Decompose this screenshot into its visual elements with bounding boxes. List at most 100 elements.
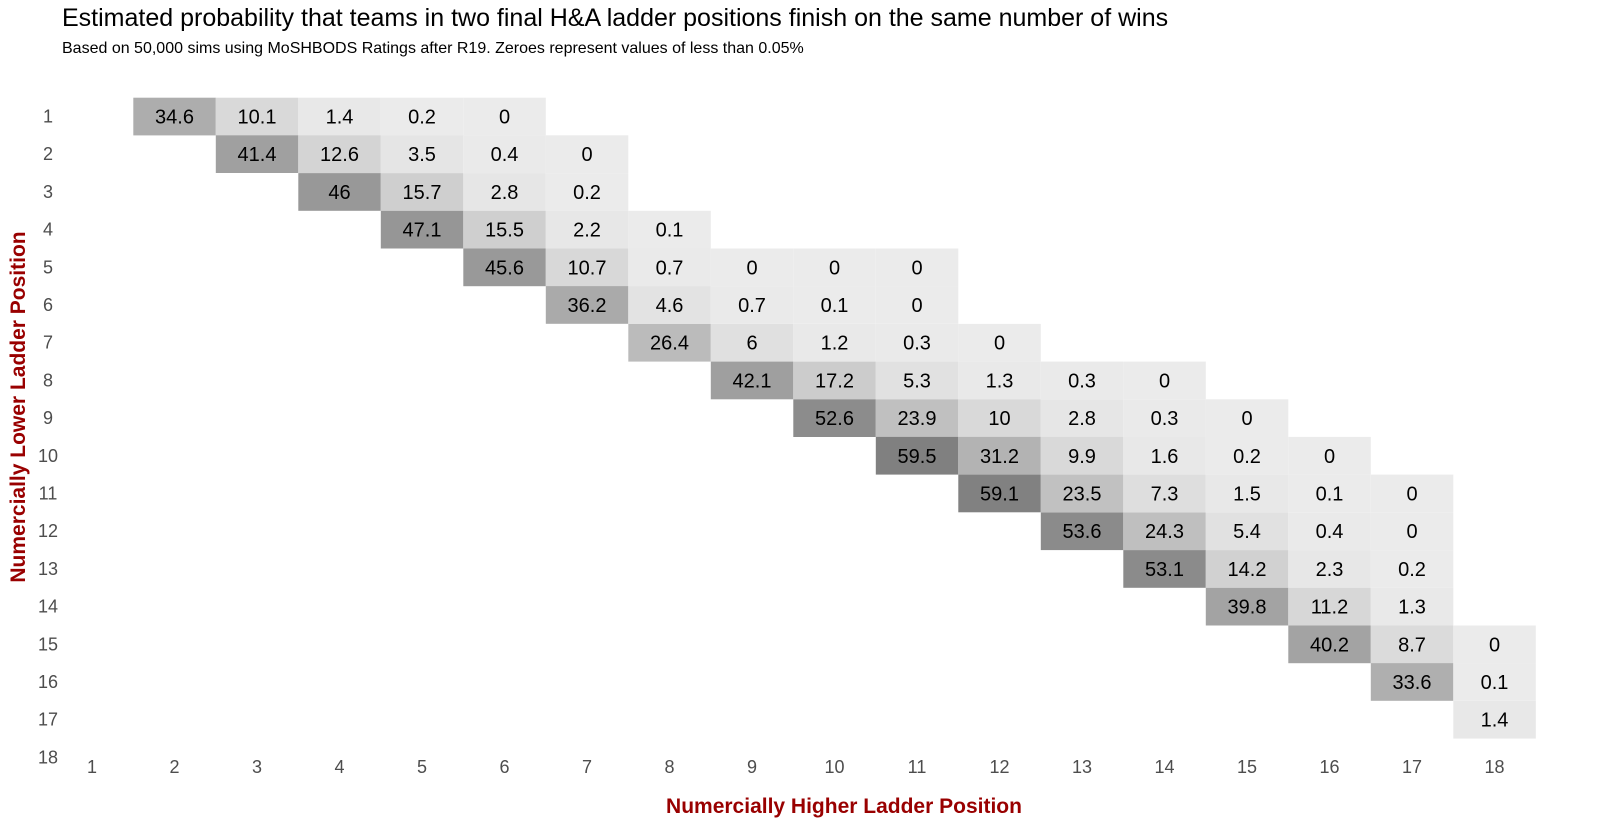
- cell-rect: [298, 173, 381, 211]
- cell-value-label: 12.6: [320, 144, 359, 166]
- cell-value-label: 11.2: [1311, 597, 1348, 619]
- cell-value-label: 0: [1241, 408, 1252, 430]
- x-tick-label: 8: [664, 757, 674, 777]
- cell-value-label: 2.3: [1316, 559, 1344, 581]
- heatmap-cell: 11.2: [1288, 587, 1371, 626]
- heatmap-cell: 0.2: [1205, 436, 1289, 475]
- heatmap-cell: 0: [875, 286, 959, 324]
- heatmap-cell: 53.1: [1123, 550, 1206, 588]
- cell-rect: [1123, 399, 1206, 437]
- cell-value-label: 6: [746, 333, 757, 355]
- cell-rect: [1205, 587, 1289, 626]
- cell-rect: [1453, 700, 1536, 739]
- cell-value-label: 1.2: [821, 333, 849, 355]
- cell-rect: [628, 286, 711, 324]
- heatmap-cell: 53.6: [1040, 512, 1124, 551]
- x-tick-label: 5: [417, 757, 427, 777]
- x-tick-label: 2: [169, 757, 179, 777]
- cell-rect: [1040, 361, 1124, 400]
- cell-value-label: 2.2: [573, 220, 601, 242]
- heatmap-cell: 2.3: [1288, 550, 1371, 588]
- cell-rect: [545, 135, 629, 173]
- cell-rect: [463, 135, 546, 173]
- cell-value-label: 0: [911, 295, 922, 317]
- heatmap-cell: 10.1: [215, 97, 299, 136]
- heatmap-cell: 36.2: [545, 286, 629, 324]
- y-tick-label: 2: [43, 144, 53, 164]
- cell-rect: [380, 210, 464, 249]
- heatmap-cell: 0.7: [710, 286, 794, 324]
- cell-rect: [793, 286, 876, 324]
- cell-value-label: 0: [994, 333, 1005, 355]
- cell-value-label: 41.4: [238, 144, 277, 166]
- heatmap-cell: 7.3: [1123, 474, 1206, 513]
- cell-value-label: 0: [1324, 446, 1335, 468]
- cell-rect: [1453, 625, 1536, 664]
- y-axis-label: Numercially Lower Ladder Position: [7, 231, 30, 583]
- heatmap-cell: 52.6: [793, 399, 876, 437]
- cell-value-label: 46: [328, 182, 350, 204]
- cell-rect: [710, 361, 794, 400]
- cell-rect: [215, 135, 299, 173]
- cell-rect: [380, 173, 464, 211]
- cell-rect: [793, 399, 876, 437]
- x-tick-label: 6: [499, 757, 509, 777]
- heatmap-cell: 0.1: [1288, 474, 1371, 513]
- heatmap-cell: 0.7: [628, 248, 711, 287]
- cell-value-label: 8.7: [1398, 634, 1426, 656]
- heatmap-cell: 45.6: [463, 248, 546, 287]
- heatmap-cell: 5.3: [875, 361, 959, 400]
- cell-value-label: 10: [988, 408, 1010, 430]
- cell-rect: [875, 323, 959, 362]
- cell-value-label: 1.4: [326, 107, 354, 129]
- chart-title: Estimated probability that teams in two …: [62, 4, 1169, 32]
- heatmap-cell: 46: [298, 173, 381, 211]
- cell-rect: [1288, 436, 1371, 475]
- cell-value-label: 0.7: [738, 295, 766, 317]
- cell-rect: [1370, 587, 1454, 626]
- y-tick-label: 1: [43, 107, 53, 127]
- cell-value-label: 7.3: [1151, 484, 1179, 506]
- heatmap-cell: 0.4: [463, 135, 546, 173]
- heatmap-cell: 59.1: [958, 474, 1041, 513]
- cell-rect: [1205, 512, 1289, 551]
- cell-value-label: 39.8: [1228, 597, 1267, 619]
- cell-value-label: 1.4: [1481, 710, 1509, 732]
- cell-value-label: 0: [911, 257, 922, 279]
- y-tick-label: 12: [38, 521, 58, 541]
- cell-value-label: 0.4: [491, 144, 519, 166]
- heatmap-cell: 2.8: [1040, 399, 1124, 437]
- cell-value-label: 0.2: [1398, 559, 1426, 581]
- y-tick-label: 10: [38, 446, 58, 466]
- heatmap-cell: 0.2: [1370, 550, 1454, 588]
- cell-value-label: 0: [829, 257, 840, 279]
- cell-value-label: 15.5: [485, 220, 524, 242]
- cell-rect: [1123, 436, 1206, 475]
- cell-rect: [298, 97, 381, 136]
- y-tick-label: 18: [38, 747, 58, 767]
- cell-rect: [710, 286, 794, 324]
- heatmap-cell: 14.2: [1205, 550, 1289, 588]
- heatmap-cell: 1.5: [1205, 474, 1289, 513]
- cell-value-label: 0.3: [903, 333, 931, 355]
- y-tick-label: 16: [38, 672, 58, 692]
- cell-rect: [545, 173, 629, 211]
- cell-value-label: 0: [499, 107, 510, 129]
- cell-rect: [380, 135, 464, 173]
- cell-rect: [1123, 474, 1206, 513]
- cell-rect: [958, 323, 1041, 362]
- cell-rect: [628, 210, 711, 249]
- cell-value-label: 0: [1159, 370, 1170, 392]
- cell-rect: [1205, 436, 1289, 475]
- heatmap-cell: 10.7: [545, 248, 629, 287]
- cell-value-label: 31.2: [980, 446, 1019, 468]
- cell-rect: [215, 97, 299, 136]
- heatmap-cell: 6: [710, 323, 794, 362]
- cell-value-label: 4.6: [656, 295, 684, 317]
- cell-value-label: 0.1: [1481, 672, 1509, 694]
- heatmap-cell: 1.3: [958, 361, 1041, 400]
- cell-value-label: 0.4: [1316, 521, 1344, 543]
- x-tick-label: 13: [1072, 757, 1092, 777]
- cell-rect: [793, 323, 876, 362]
